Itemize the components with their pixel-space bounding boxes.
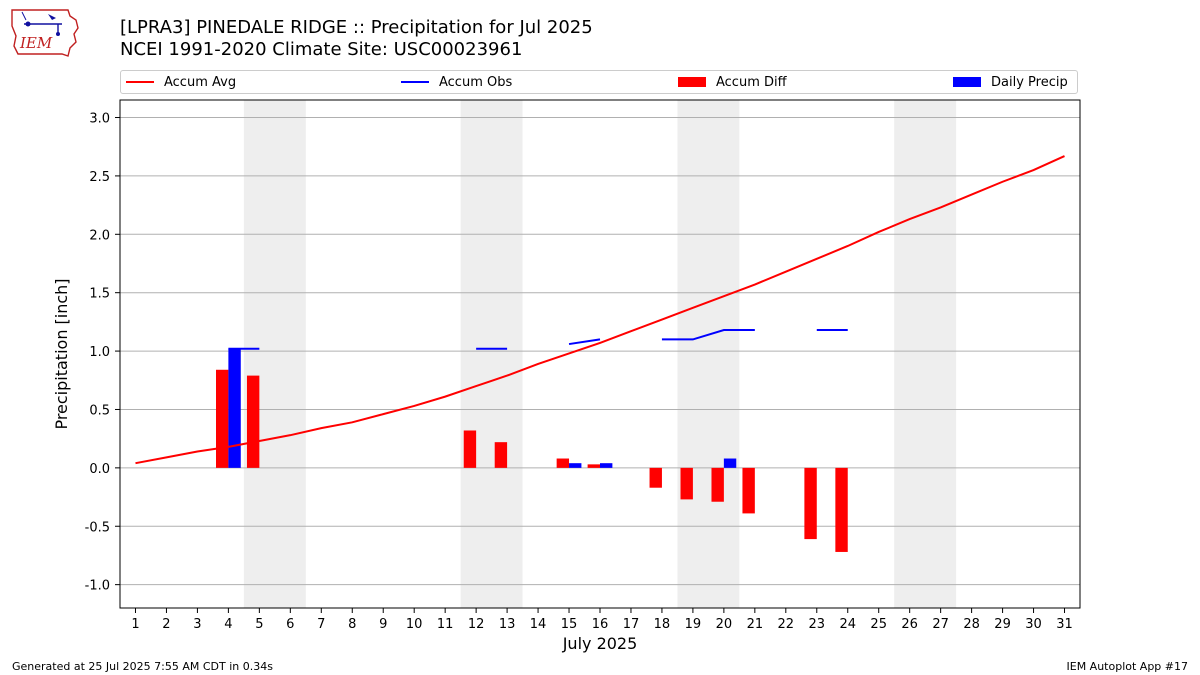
accum-diff-bar-day-4 [216, 369, 229, 468]
accum-diff-bar-day-15 [556, 458, 570, 468]
x-tick-label: 20 [716, 617, 733, 632]
x-tick-label: 14 [530, 617, 547, 632]
x-tick-label: 21 [747, 617, 764, 632]
legend-swatch-daily-precip [953, 77, 981, 87]
x-tick-label: 3 [193, 617, 201, 632]
y-tick-label: 0.0 [89, 462, 110, 477]
x-tick-label: 12 [468, 617, 485, 632]
accum-diff-bar-day-21 [742, 467, 755, 514]
x-tick-label: 16 [592, 617, 609, 632]
iowa-state-outline [11, 9, 79, 57]
x-tick-label: 15 [561, 617, 578, 632]
x-tick-label: 5 [255, 617, 263, 632]
x-tick-label: 23 [809, 617, 826, 632]
y-tick-label: 2.0 [89, 228, 110, 243]
accum-obs-segment-4 [661, 329, 755, 341]
x-tick-label: 13 [499, 617, 516, 632]
accum-obs-segment-3 [568, 338, 601, 346]
daily-precip-bar-day-4 [228, 348, 241, 468]
x-tick-label: 6 [286, 617, 294, 632]
x-tick-label: 22 [778, 617, 795, 632]
legend-item-accum-avg: Accum Avg [126, 71, 236, 93]
x-tick-label: 1 [131, 617, 139, 632]
legend-swatch-accum-obs [401, 81, 429, 83]
footer-generated-text: Generated at 25 Jul 2025 7:55 AM CDT in … [12, 660, 273, 673]
y-tick-label: 1.5 [89, 287, 110, 302]
x-axis-label: July 2025 [562, 634, 638, 653]
accum-diff-bar-day-5 [246, 375, 260, 468]
x-tick-label: 29 [994, 617, 1011, 632]
chart-subtitle: NCEI 1991-2020 Climate Site: USC00023961 [120, 39, 523, 60]
y-tick-label: -1.0 [85, 579, 110, 594]
x-tick-label: 30 [1025, 617, 1042, 632]
logo-text: IEM [19, 34, 53, 52]
x-tick-label: 31 [1056, 617, 1073, 632]
accum-diff-bar-day-20 [711, 467, 724, 502]
footer-app-text: IEM Autoplot App #17 [1066, 660, 1189, 673]
legend-item-accum-obs: Accum Obs [401, 71, 512, 93]
accum-avg-line [135, 155, 1065, 465]
legend-swatch-accum-diff [678, 77, 706, 87]
legend-swatch-accum-avg [126, 81, 154, 83]
x-tick-label: 2 [162, 617, 170, 632]
x-tick-label: 18 [654, 617, 671, 632]
chart-title: [LPRA3] PINEDALE RIDGE :: Precipitation … [120, 17, 593, 38]
x-tick-label: 10 [406, 617, 423, 632]
y-axis-label: Precipitation [inch] [52, 278, 71, 429]
daily-precip-bar-day-16 [600, 463, 613, 468]
x-tick-label: 24 [839, 617, 856, 632]
x-tick-label: 19 [685, 617, 702, 632]
legend-label-daily-precip: Daily Precip [991, 74, 1068, 90]
y-tick-label: 1.0 [89, 345, 110, 360]
x-tick-label: 26 [901, 617, 918, 632]
x-tick-label: 28 [963, 617, 980, 632]
legend-item-accum-diff: Accum Diff [678, 71, 787, 93]
weekend-band-4 [894, 100, 957, 608]
iem-logo: IEM [11, 9, 79, 57]
x-tick-label: 8 [348, 617, 356, 632]
y-tick-label: 3.0 [89, 112, 110, 127]
weekend-band-2 [460, 100, 523, 608]
accum-diff-bar-day-16 [587, 464, 600, 468]
legend-label-accum-avg: Accum Avg [164, 74, 237, 90]
legend: Accum Avg Accum Obs Accum Diff Daily Pre… [120, 70, 1078, 94]
x-tick-label: 25 [870, 617, 887, 632]
daily-precip-bar-day-20 [723, 458, 737, 468]
accum-diff-bar-day-13 [494, 442, 508, 468]
accum-diff-bar-day-12 [463, 430, 477, 468]
y-tick-label: 2.5 [89, 170, 110, 185]
accum-diff-bar-day-19 [680, 467, 693, 500]
legend-label-accum-diff: Accum Diff [716, 74, 787, 90]
weekend-band-1 [243, 100, 306, 608]
x-tick-label: 4 [224, 617, 232, 632]
legend-item-daily-precip: Daily Precip [953, 71, 1068, 93]
x-tick-label: 27 [932, 617, 949, 632]
x-tick-label: 9 [379, 617, 387, 632]
y-tick-label: -0.5 [85, 520, 110, 535]
accum-diff-bar-day-23 [804, 467, 817, 540]
x-tick-label: 11 [437, 617, 454, 632]
accum-diff-bar-day-18 [649, 467, 662, 488]
legend-label-accum-obs: Accum Obs [439, 74, 513, 90]
x-tick-label: 7 [317, 617, 325, 632]
accum-diff-bar-day-24 [835, 467, 848, 552]
daily-precip-bar-day-15 [569, 463, 582, 468]
weekend-band-3 [677, 100, 740, 608]
y-tick-label: 0.5 [89, 403, 110, 418]
x-tick-label: 17 [623, 617, 640, 632]
